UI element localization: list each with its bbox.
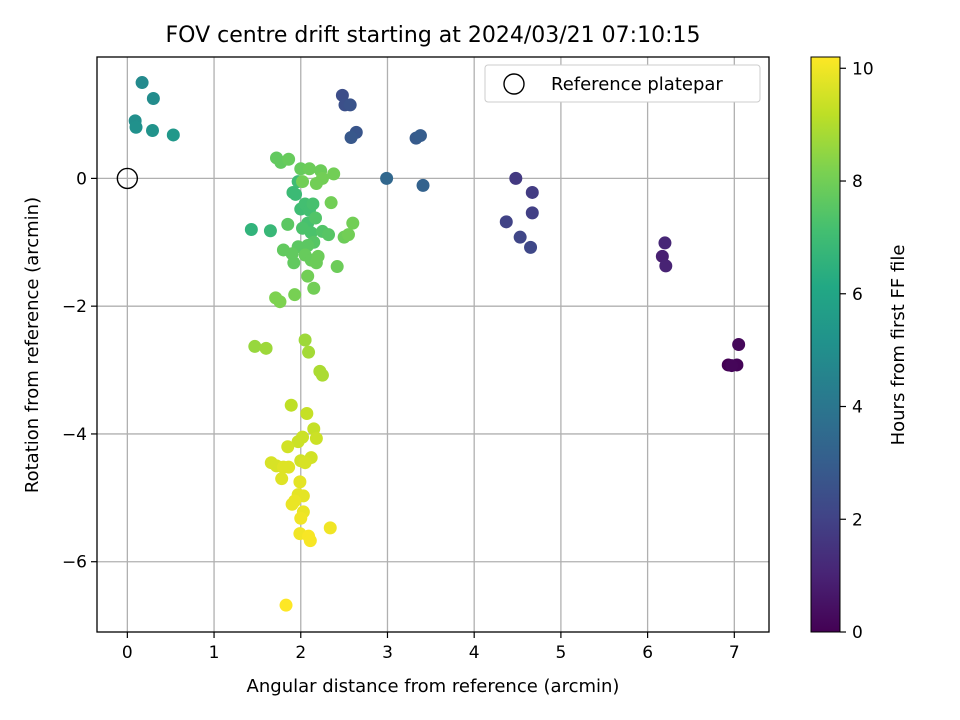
data-point (659, 259, 673, 273)
legend-label-reference: Reference platepar (551, 74, 723, 95)
data-point (524, 240, 538, 254)
data-point (248, 339, 262, 353)
colorbar-tick-label: 6 (852, 285, 863, 305)
colorbar-tick-label: 2 (852, 510, 863, 530)
data-point (293, 475, 307, 489)
data-point (279, 598, 293, 612)
data-point (344, 131, 358, 144)
data-point (330, 260, 344, 274)
data-point (298, 333, 312, 347)
data-point (135, 76, 149, 90)
data-point (513, 230, 527, 244)
data-point (307, 281, 321, 295)
data-point (300, 407, 314, 420)
data-point (346, 216, 360, 230)
data-point (315, 368, 329, 382)
legend-marker-reference (503, 73, 525, 95)
colorbar: 0 2 4 6 8 10 Hours from first FF file (810, 56, 909, 643)
data-point (281, 217, 295, 231)
data-point (275, 472, 289, 486)
plot-frame (96, 56, 770, 633)
colorbar-tick-label: 8 (852, 172, 863, 192)
x-tick-label: 4 (469, 643, 480, 663)
chart-title: FOV centre drift starting at 2024/03/21 … (166, 23, 701, 48)
data-point (166, 128, 180, 142)
data-point (146, 92, 160, 106)
y-tick-label: −4 (62, 425, 87, 445)
reference-platepar-marker (116, 167, 139, 190)
data-point (416, 178, 430, 192)
x-axis-label: Angular distance from reference (arcmin) (247, 676, 620, 697)
colorbar-tick-label: 0 (852, 623, 863, 643)
data-point (296, 175, 310, 189)
colorbar-tick-label: 4 (852, 398, 863, 418)
x-tick-label: 1 (209, 643, 220, 663)
data-point (525, 185, 539, 199)
data-point (311, 249, 325, 263)
data-point (525, 206, 539, 220)
data-point (309, 431, 323, 445)
colorbar-label: Hours from first FF file (888, 245, 909, 446)
data-point (273, 295, 287, 309)
data-point (263, 224, 277, 238)
data-point (129, 120, 143, 134)
data-point (341, 228, 355, 242)
data-point (343, 98, 357, 112)
data-point (323, 521, 337, 535)
data-point (291, 435, 305, 449)
y-tick-label: 0 (76, 169, 87, 189)
data-point (306, 197, 320, 211)
data-point (244, 223, 258, 236)
data-point (259, 341, 273, 355)
data-point (309, 177, 323, 190)
data-point (322, 228, 336, 242)
data-point (276, 243, 290, 257)
grid-lines (97, 57, 769, 632)
data-point (658, 236, 672, 250)
colorbar-gradient (810, 56, 841, 633)
x-axis-ticks: 0 1 2 3 4 5 6 7 (122, 632, 740, 663)
data-point (301, 269, 315, 283)
x-tick-label: 3 (382, 643, 393, 663)
legend: Reference platepar (484, 64, 761, 103)
legend-box (484, 64, 761, 103)
data-point (303, 534, 317, 548)
y-tick-label: −2 (62, 297, 87, 317)
data-point (294, 511, 308, 525)
data-point (499, 215, 513, 229)
data-point (725, 359, 739, 373)
x-tick-label: 5 (555, 643, 566, 663)
data-point (285, 497, 299, 511)
colorbar-tick-label: 10 (852, 59, 874, 79)
x-tick-label: 0 (122, 643, 133, 663)
data-point (309, 211, 323, 225)
data-point (413, 129, 427, 143)
data-point (289, 187, 303, 201)
data-point (380, 171, 394, 185)
data-point (287, 256, 301, 270)
y-tick-label: −6 (62, 553, 87, 573)
data-point (288, 288, 302, 302)
y-axis-ticks: 0 −2 −4 −6 (62, 169, 97, 573)
x-tick-label: 7 (729, 643, 740, 663)
data-point (281, 440, 295, 454)
data-point (327, 167, 341, 181)
data-points (116, 76, 746, 612)
x-tick-label: 2 (295, 643, 306, 663)
data-point (284, 398, 298, 412)
data-point (302, 345, 316, 359)
x-tick-label: 6 (642, 643, 653, 663)
data-point (282, 152, 296, 166)
y-axis-label: Rotation from reference (arcmin) (22, 197, 43, 493)
data-point (302, 162, 316, 176)
data-point (282, 460, 296, 474)
data-point (509, 171, 523, 185)
data-point (145, 123, 159, 137)
data-point (732, 338, 746, 351)
data-point (298, 456, 312, 470)
data-point (324, 196, 338, 210)
colorbar-ticks: 0 2 4 6 8 10 (840, 59, 874, 643)
